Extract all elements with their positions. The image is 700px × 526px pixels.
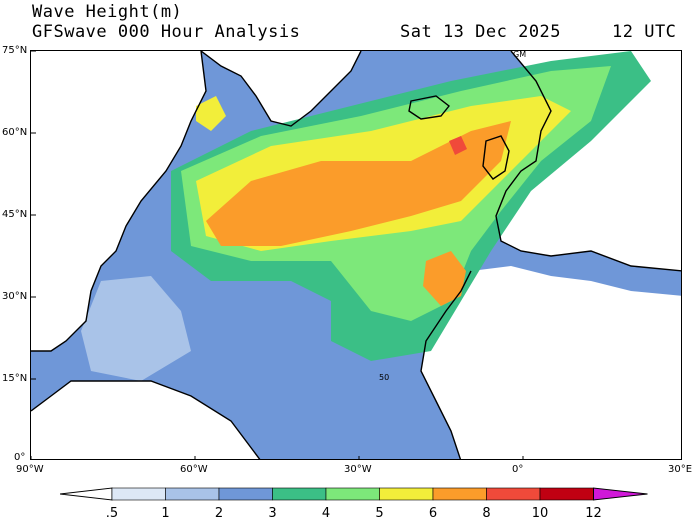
graticule-ticks: [31, 51, 524, 459]
title-date: Sat 13 Dec 2025: [400, 22, 562, 42]
band-calm-caribbean: [81, 276, 191, 381]
band-8-10m: [449, 136, 467, 155]
band-6-8m: [206, 121, 511, 246]
title-variable: Wave Height(m): [32, 2, 183, 22]
color-legend: .5 1 2 3 4 5 6 8 10 12: [59, 486, 656, 522]
legend-tick-label: 2: [215, 506, 223, 521]
legend-swatch-above: [593, 487, 648, 501]
legend-swatch: [111, 487, 166, 501]
lat-label-15n: 15°N: [2, 373, 28, 384]
band-6-8m-canary: [423, 251, 466, 306]
legend-tick-label: 5: [375, 506, 383, 521]
land-greenland: [201, 51, 361, 126]
legend-swatch: [486, 487, 541, 501]
legend-tick-label: 8: [482, 506, 490, 521]
lon-label-30e: 30°E: [668, 464, 693, 475]
land-north-america: [31, 51, 206, 351]
legend-svg: .5 1 2 3 4 5 6 8 10 12: [59, 487, 648, 521]
lon-label-30w: 30°W: [344, 464, 372, 475]
map-svg: GM 50: [31, 51, 681, 459]
land-europe: [496, 51, 681, 271]
legend-tick-label: .5: [106, 506, 118, 521]
legend-swatch: [218, 487, 273, 501]
legend-swatch: [539, 487, 594, 501]
map-label-50: 50: [379, 373, 389, 382]
land-south-america: [31, 381, 260, 459]
wave-height-map: GM 50: [30, 50, 682, 460]
lat-label-75n: 75°N: [2, 45, 28, 56]
legend-swatch: [325, 487, 380, 501]
lat-label-0: 0°: [14, 452, 26, 463]
coastlines: [31, 51, 681, 459]
lon-label-90w: 90°W: [16, 464, 44, 475]
legend-tick-label: 6: [429, 506, 437, 521]
map-label-gm: GM: [513, 51, 526, 59]
lat-label-60n: 60°N: [2, 127, 28, 138]
lat-label-30n: 30°N: [2, 291, 28, 302]
lat-label-45n: 45°N: [2, 209, 28, 220]
legend-swatch-below: [59, 487, 113, 501]
title-time: 12 UTC: [612, 22, 677, 42]
legend-tick-label: 3: [268, 506, 276, 521]
legend-swatch: [432, 487, 487, 501]
lon-label-60w: 60°W: [180, 464, 208, 475]
legend-swatch: [165, 487, 220, 501]
land-africa: [421, 266, 681, 459]
lon-label-0: 0°: [512, 464, 524, 475]
legend-tick-label: 1: [161, 506, 169, 521]
legend-swatch: [379, 487, 434, 501]
band-5-6m-labrador: [196, 96, 226, 131]
legend-tick-label: 4: [322, 506, 330, 521]
legend-tick-label: 10: [532, 506, 549, 521]
title-model-run: GFSwave 000 Hour Analysis: [32, 22, 301, 42]
legend-tick-label: 12: [585, 506, 602, 521]
legend-swatch: [272, 487, 327, 501]
